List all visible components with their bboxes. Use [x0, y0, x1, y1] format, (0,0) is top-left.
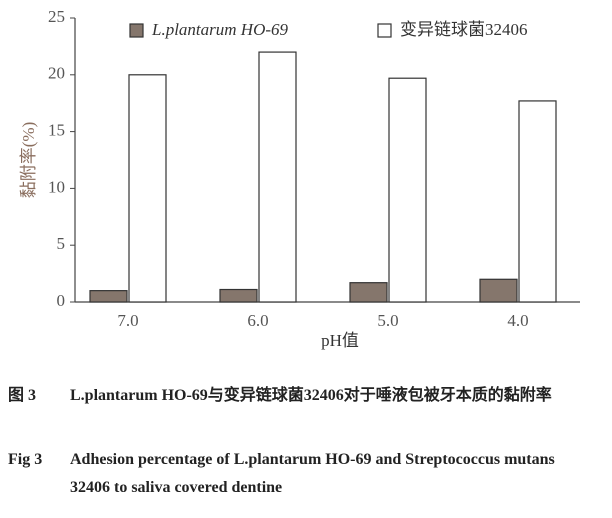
- bar: [219, 288, 258, 303]
- bar: [518, 100, 557, 303]
- x-tick-label: 5.0: [377, 311, 398, 330]
- bar: [128, 74, 167, 303]
- caption-text: Adhesion percentage of L.plantarum HO-69…: [70, 451, 555, 496]
- bar: [258, 51, 297, 303]
- caption-label: Fig 3: [8, 451, 43, 468]
- x-tick-label: 4.0: [507, 311, 528, 330]
- x-tick-label: 6.0: [247, 311, 268, 330]
- y-tick-label: 25: [48, 7, 65, 26]
- legend-swatch: [129, 23, 144, 38]
- bar: [349, 282, 388, 303]
- chart: 黏附率(%) pH值 0 5 10 15 20 25 7.0 6.0 5.0 4.0 L.plant…: [19, 7, 580, 350]
- caption-en: Fig 3 Adhesion percentage of L.plantarum…: [8, 446, 604, 502]
- bar: [89, 290, 128, 303]
- y-tick-label: 10: [48, 177, 65, 196]
- y-tick-label: 15: [48, 121, 65, 140]
- caption-cn: 图 3 L.plantarum HO-69与变异链球菌32406对于唾液包被牙本…: [8, 382, 604, 410]
- x-tick-label: 7.0: [117, 311, 138, 330]
- bar: [479, 278, 518, 303]
- bar: [388, 77, 427, 303]
- legend-label: 变异链球菌32406: [400, 20, 528, 39]
- legend-label: L.plantarum HO-69: [151, 20, 289, 39]
- y-tick-label: 5: [57, 234, 66, 253]
- x-axis-label: pH值: [321, 331, 359, 350]
- legend-swatch: [377, 23, 392, 38]
- caption-label: 图 3: [8, 387, 37, 404]
- caption-text: L.plantarum HO-69与变异链球菌32406对于唾液包被牙本质的黏附…: [70, 387, 552, 404]
- y-tick-label: 20: [48, 64, 65, 83]
- y-axis-label: 黏附率(%): [19, 122, 38, 198]
- y-tick-label: 0: [57, 291, 66, 310]
